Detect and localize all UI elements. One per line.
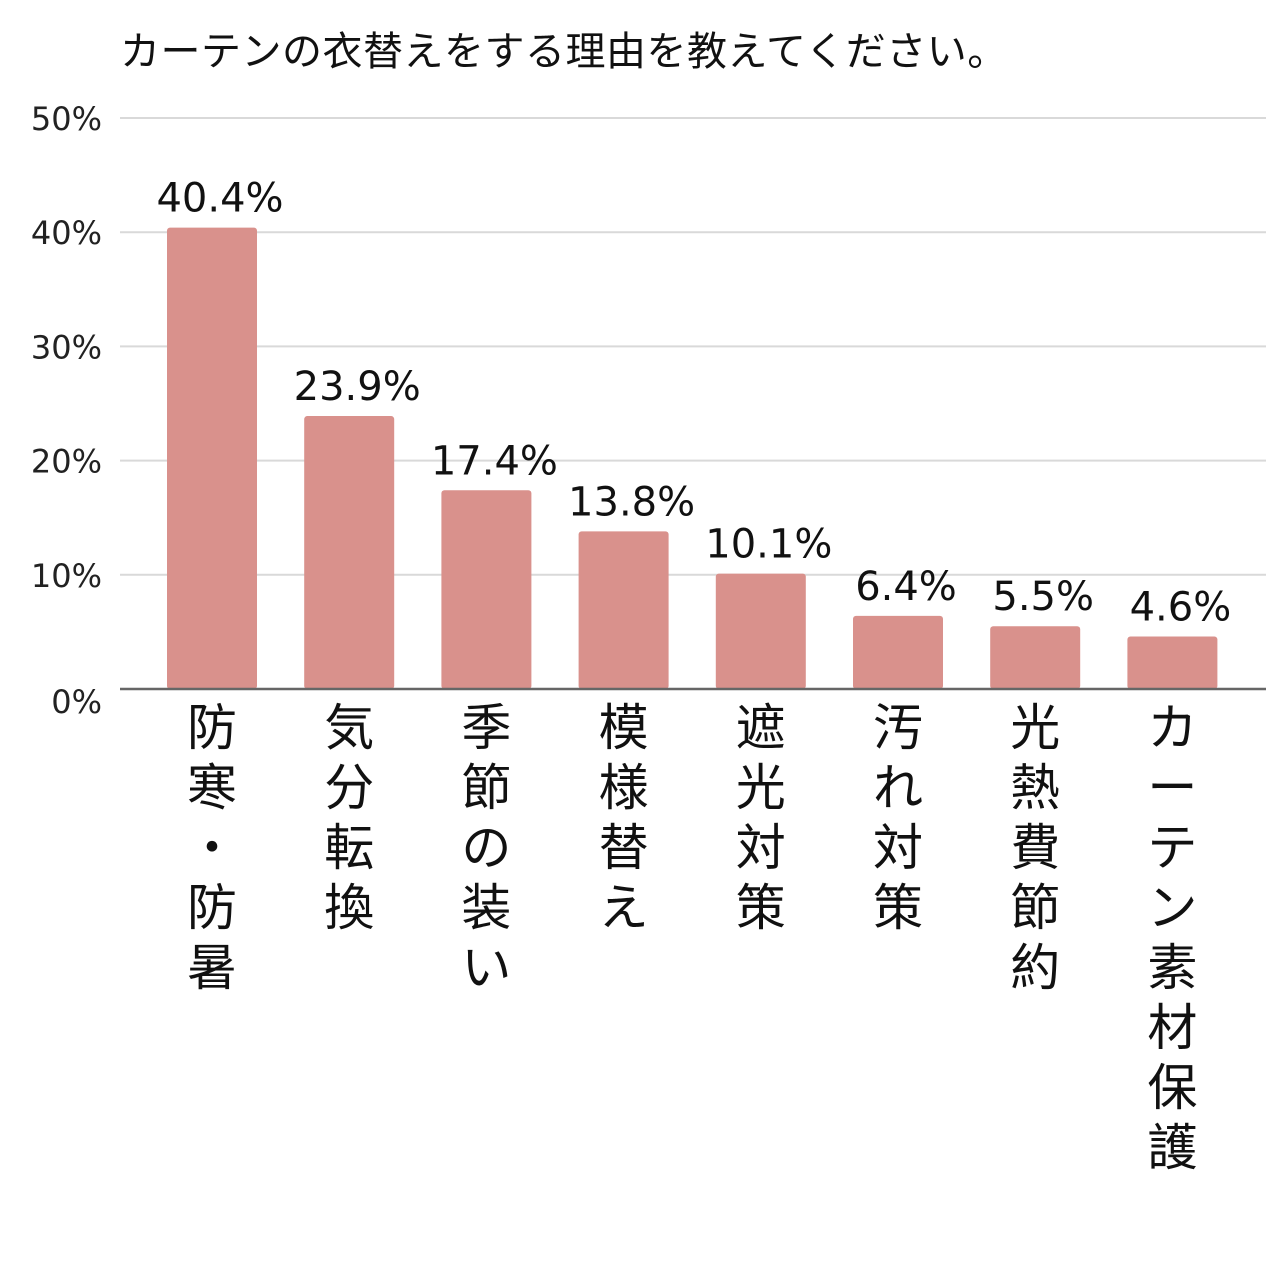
y-tick-label: 40% xyxy=(31,214,102,252)
category-label: 汚れ対策 xyxy=(873,699,923,937)
category-label: 気分転換 xyxy=(324,699,374,937)
y-tick-label: 10% xyxy=(31,557,102,595)
category-label: 遮光対策 xyxy=(736,699,786,937)
bar xyxy=(990,626,1081,689)
data-label: 13.8% xyxy=(568,479,695,525)
y-tick-label: 50% xyxy=(31,100,102,138)
y-tick-label: 0% xyxy=(51,683,102,721)
bar xyxy=(715,573,806,689)
bar xyxy=(1127,636,1218,689)
bar xyxy=(578,531,669,689)
category-label: 光熱費節約 xyxy=(1010,699,1060,997)
y-tick-label: 20% xyxy=(31,443,102,481)
data-label: 23.9% xyxy=(294,364,421,410)
bar xyxy=(441,490,532,689)
category-label: 季節の装い xyxy=(461,699,511,997)
bar xyxy=(304,416,395,689)
y-tick-label: 30% xyxy=(31,328,102,366)
category-label: カーテン素材保護 xyxy=(1147,699,1197,1177)
data-label: 10.1% xyxy=(705,522,832,568)
bar xyxy=(167,227,257,689)
data-label: 6.4% xyxy=(855,564,957,610)
chart-title: カーテンの衣替えをする理由を教えてください。 xyxy=(120,29,1008,75)
category-label: 模様替え xyxy=(599,699,649,937)
bar xyxy=(853,615,943,689)
category-label: 防寒・防暑 xyxy=(187,699,237,997)
data-label: 4.6% xyxy=(1130,584,1232,630)
data-label: 40.4% xyxy=(156,176,283,222)
data-label: 17.4% xyxy=(431,438,558,484)
data-label: 5.5% xyxy=(992,574,1094,620)
